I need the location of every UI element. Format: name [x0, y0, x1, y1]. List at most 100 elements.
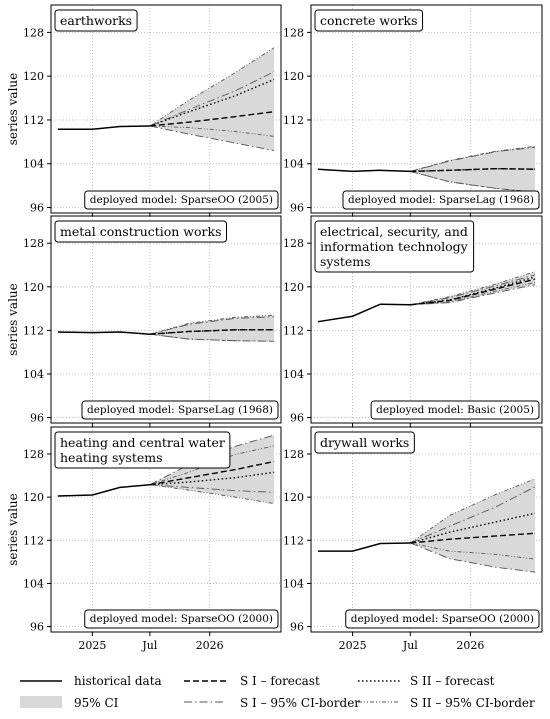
legend-s1-forecast-label: S I – forecast: [240, 674, 320, 688]
series-s2-ci-lower: [410, 542, 536, 560]
series-historical: [317, 542, 411, 552]
panel-title-line: heating and central water: [60, 435, 225, 450]
series-s2-ci-lower: [149, 484, 275, 505]
panel-title: heating and central water heating systems: [54, 431, 231, 469]
panel-title: concrete works: [314, 9, 424, 32]
model-label-box: [84, 190, 279, 210]
series-historical: [317, 303, 411, 323]
model-label: deployed model: SparseLag (1968): [342, 190, 540, 210]
panel-title: electrical, security, and information tec…: [314, 220, 475, 273]
y-tick-label: 96: [30, 621, 44, 634]
plot-area: [317, 271, 536, 323]
chart-panel-3: 96 104 112 120 128 series value metal construc…: [6, 215, 282, 427]
panel-title-line: information technology: [320, 239, 469, 254]
series-s1-forecast: [410, 278, 536, 306]
model-label-text: deployed model: SparseLag (1968): [87, 404, 273, 416]
panel-title-text: electrical, security, and information tec…: [320, 224, 469, 269]
y-tick-label: 104: [23, 577, 44, 590]
panel-frame: [50, 4, 282, 214]
y-tick-label: 112: [23, 324, 44, 337]
y-tick-label: 128: [283, 448, 304, 461]
panel-title-line: drywall works: [320, 435, 409, 450]
y-tick-label: 120: [283, 281, 304, 294]
chart-panel-1: 96 104 112 120 128 series value earthworks depl…: [6, 4, 282, 217]
model-label-text: deployed model: SparseOO (2000): [90, 613, 273, 625]
y-tick-label: 120: [23, 281, 44, 294]
x-tick-label: 2025: [339, 639, 367, 652]
series-s2-ci-lower: [410, 282, 536, 306]
panel-frame: [50, 215, 282, 424]
series-s1-ci-lower: [149, 484, 275, 493]
x-tick-label: 2026: [196, 639, 224, 652]
y-tick-label: 112: [283, 114, 304, 127]
model-label-text: deployed model: SparseOO (2005): [90, 194, 273, 206]
legend-s2-ci-label: S II – 95% CI-border: [410, 696, 535, 710]
series-s2-forecast: [149, 78, 275, 127]
panel-title-box: [54, 9, 138, 32]
y-tick-label: 112: [283, 324, 304, 337]
series-s1-forecast: [410, 167, 536, 173]
y-axis-label: series value: [6, 283, 20, 356]
model-label-box: [81, 400, 279, 420]
x-tick-label: Jul: [141, 639, 157, 652]
y-tick-label: 120: [23, 70, 44, 83]
series-s1-ci-lower: [410, 284, 536, 306]
y-tick-label: 128: [283, 26, 304, 39]
y-tick-label: 104: [283, 368, 304, 381]
model-label-box: [342, 190, 540, 210]
series-historical: [57, 483, 150, 497]
panel-title-line: concrete works: [320, 13, 418, 28]
model-label: deployed model: Basic (2005): [370, 400, 540, 420]
model-label-text: deployed model: Basic (2005): [376, 404, 534, 416]
model-label: deployed model: SparseLag (1968): [81, 400, 279, 420]
series-s1-ci-lower: [410, 542, 536, 573]
y-tick-label: 104: [23, 368, 44, 381]
model-label: deployed model: SparseOO (2005): [84, 190, 279, 210]
series-s1-ci-upper: [410, 146, 536, 172]
panel-title-text: heating and central water heating systems: [60, 435, 225, 465]
panel-title-box: [314, 220, 475, 273]
y-tick-label: 128: [23, 26, 44, 39]
plot-area: [317, 478, 536, 573]
x-tick-label: Jul: [402, 639, 418, 652]
panel-frame: [310, 426, 543, 633]
y-axis-label: series value: [6, 493, 20, 566]
ci-band: [410, 478, 536, 573]
y-tick-label: 96: [290, 621, 304, 634]
chart-panel-2: 96 104 112 120 128 concrete works deployed mod…: [283, 4, 543, 217]
series-s2-forecast: [410, 167, 536, 173]
ci-band: [149, 47, 275, 151]
model-label-box: [345, 609, 540, 629]
series-s1-ci-lower: [149, 125, 275, 152]
model-label-box: [84, 609, 279, 629]
y-tick-label: 96: [30, 202, 44, 215]
panel-title: drywall works: [314, 431, 415, 454]
chart-panel-4: 96 104 112 120 128 electrical, security, and i…: [283, 215, 543, 427]
y-tick-label: 120: [23, 491, 44, 504]
y-tick-label: 112: [23, 534, 44, 547]
y-tick-label: 120: [283, 70, 304, 83]
y-tick-label: 112: [23, 114, 44, 127]
plot-area: [57, 47, 275, 152]
series-s1-forecast: [149, 460, 275, 486]
series-s1-ci-upper: [149, 316, 275, 335]
series-s2-forecast: [410, 512, 536, 544]
chart-panel-5: 96 104 112 120 128 2025 Jul 2026 series value hea…: [6, 426, 282, 652]
series-s2-ci-upper: [410, 271, 536, 306]
plot-area: [317, 145, 536, 193]
panel-title-box: [314, 431, 415, 454]
model-label-text: deployed model: SparseOO (2000): [351, 613, 534, 625]
model-label-text: deployed model: SparseLag (1968): [348, 194, 534, 206]
panel-title: metal construction works: [54, 220, 227, 243]
series-s1-ci-upper: [149, 71, 275, 127]
series-s1-forecast: [149, 329, 275, 335]
ci-band: [410, 271, 536, 305]
series-s1-forecast: [149, 111, 275, 127]
panel-title-line: heating systems: [60, 450, 163, 465]
y-tick-label: 104: [283, 577, 304, 590]
x-tick-label: 2025: [78, 639, 106, 652]
legend-historical-label: historical data: [74, 674, 162, 688]
series-s1-ci-upper: [410, 486, 536, 544]
y-axis-label: series value: [6, 73, 20, 146]
